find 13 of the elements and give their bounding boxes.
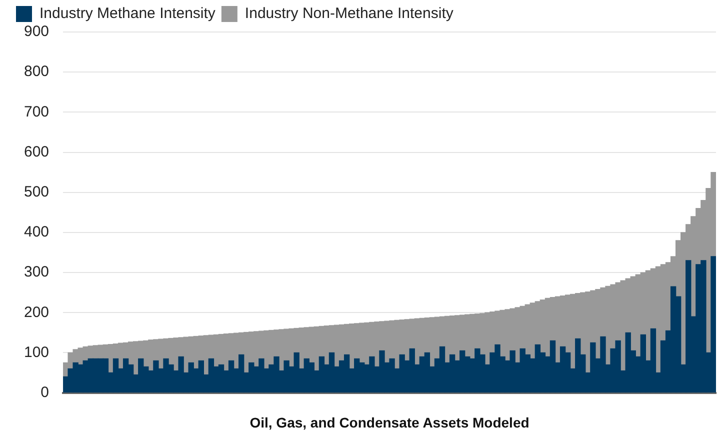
y-tick-label: 700	[24, 103, 50, 120]
y-tick-label: 0	[40, 384, 50, 401]
x-axis-title: Oil, Gas, and Condensate Assets Modeled	[250, 414, 530, 430]
y-tick-label: 200	[24, 304, 50, 321]
y-tick-label: 100	[24, 344, 50, 361]
y-tick-label: 600	[24, 143, 50, 160]
y-tick-label: 800	[24, 63, 50, 80]
y-tick-label: 300	[24, 264, 50, 281]
y-tick-label: 500	[24, 183, 50, 200]
legend-label: Industry Non-Methane Intensity	[244, 5, 454, 22]
y-tick-label: 400	[24, 224, 50, 241]
legend-label: Industry Methane Intensity	[40, 5, 216, 22]
y-tick-label: 900	[24, 23, 50, 40]
